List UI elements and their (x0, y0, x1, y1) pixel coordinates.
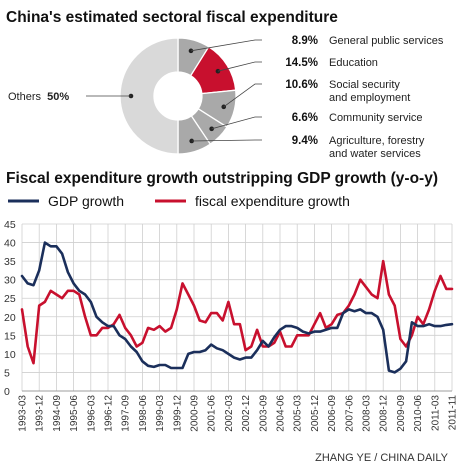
x-tick-label: 2009-09 (396, 395, 407, 432)
x-tick-label: 1995-06 (69, 395, 80, 432)
pie-slices (119, 37, 237, 155)
x-axis: 1993-03 1993-12 1994-09 1995-06 1996-03 1996-… (18, 395, 459, 432)
x-tick-label: 2003-09 (258, 395, 269, 432)
grid (21, 223, 453, 392)
x-tick-label: 2005-12 (310, 395, 321, 432)
x-tick-label: 2002-12 (241, 395, 252, 432)
x-tick-label: 2002-03 (224, 395, 235, 432)
x-tick-label: 1993-12 (35, 395, 46, 432)
pie-value-text: 9.4% (292, 135, 318, 147)
pie-chart: China's estimated sectoral fiscal expend… (6, 9, 444, 160)
series-line-gdp (20, 241, 454, 374)
x-tick-label: 1999-03 (155, 395, 166, 432)
x-tick-label: 2004-06 (276, 395, 287, 432)
line-chart: Fiscal expenditure growth outstripping G… (4, 170, 459, 432)
x-tick-label: 2008-03 (362, 395, 373, 432)
pie-slice (119, 37, 179, 155)
x-tick-label: 1999-12 (172, 395, 183, 432)
pie-label-text: Community service (329, 112, 423, 124)
x-tick-label: 1994-09 (52, 395, 63, 432)
x-tick-label: 2000-09 (190, 395, 201, 432)
leader-line (223, 83, 262, 108)
x-tick-label: 2005-03 (293, 395, 304, 432)
y-tick-label: 35 (4, 256, 16, 268)
legend-label-gdp: GDP growth (48, 193, 124, 209)
pie-label-text: General public services (329, 35, 444, 47)
x-tick-label: 2008-12 (379, 395, 390, 432)
legend-label-fiscal: fiscal expenditure growth (195, 193, 350, 209)
leader-line (190, 39, 262, 52)
pie-value-text: 8.9% (292, 35, 318, 47)
leader-line (191, 139, 262, 142)
x-tick-label: 2010-06 (413, 395, 424, 432)
x-tick-label: 1997-09 (121, 395, 132, 432)
pie-label-text: Education (329, 57, 378, 69)
leader-line (211, 116, 262, 130)
x-tick-label: 1993-03 (18, 395, 29, 432)
legend: GDP growth fiscal expenditure growth (8, 193, 350, 209)
x-tick-label: 1996-12 (104, 395, 115, 432)
series-line-fiscal (20, 259, 454, 365)
y-tick-label: 0 (4, 386, 10, 398)
credit-text: ZHANG YE / CHINA DAILY (315, 452, 449, 464)
line-chart-title: Fiscal expenditure growth outstripping G… (6, 170, 438, 187)
pie-label-others: Others 50% (8, 91, 69, 103)
x-tick-label: 1996-03 (86, 395, 97, 432)
x-tick-label: 2007-06 (344, 395, 355, 432)
pie-label-text: Others (8, 91, 44, 103)
y-axis: 0 5 10 15 20 25 30 35 40 45 (4, 219, 16, 398)
y-tick-label: 25 (4, 293, 16, 305)
x-tick-label: 1998-06 (138, 395, 149, 432)
y-tick-label: 45 (4, 219, 16, 231)
y-tick-label: 40 (4, 238, 16, 250)
pie-value-text: 6.6% (292, 112, 318, 124)
x-tick-label: 2006-09 (327, 395, 338, 432)
pie-label-text: and employment (329, 92, 410, 104)
series-lines (20, 241, 454, 374)
pie-labels: 8.9% General public services 14.5% Educatio… (8, 35, 444, 160)
pie-value-text: 10.6% (285, 79, 318, 91)
pie-label-text: Social security (329, 79, 400, 91)
x-tick-label: 2011-03 (430, 395, 441, 431)
pie-value-text: 50% (47, 91, 69, 103)
y-tick-label: 10 (4, 349, 16, 361)
x-tick-label: 2001-06 (207, 395, 218, 432)
y-tick-label: 5 (4, 367, 10, 379)
leader-line (217, 61, 262, 72)
pie-label-text: Agriculture, forestry (329, 135, 425, 147)
pie-label-text: and water services (329, 148, 421, 160)
y-tick-label: 20 (4, 312, 16, 324)
pie-value-text: 14.5% (285, 57, 318, 69)
y-tick-label: 15 (4, 330, 16, 342)
x-tick-label: 2011-11 (448, 395, 459, 431)
y-tick-label: 30 (4, 275, 16, 287)
pie-chart-title: China's estimated sectoral fiscal expend… (6, 9, 338, 26)
